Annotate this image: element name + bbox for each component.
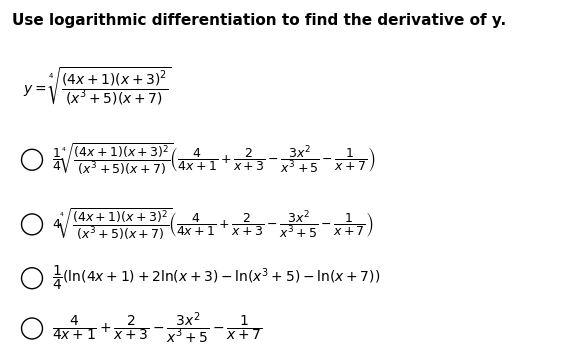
Text: $y = \sqrt[4]{\dfrac{(4x+1)(x+3)^2}{(x^3+5)(x+7)}}$: $y = \sqrt[4]{\dfrac{(4x+1)(x+3)^2}{(x^3… xyxy=(23,66,172,107)
Text: $\dfrac{4}{4x+1}+\dfrac{2}{x+3}-\dfrac{3x^2}{x^3+5}-\dfrac{1}{x+7}$: $\dfrac{4}{4x+1}+\dfrac{2}{x+3}-\dfrac{3… xyxy=(52,311,263,346)
Text: Use logarithmic differentiation to find the derivative of y.: Use logarithmic differentiation to find … xyxy=(12,13,506,28)
Text: $4\sqrt[4]{\dfrac{(4x+1)(x+3)^2}{(x^3+5)(x+7)}}\!\left(\dfrac{4}{4x+1}+\dfrac{2}: $4\sqrt[4]{\dfrac{(4x+1)(x+3)^2}{(x^3+5)… xyxy=(52,207,374,242)
Text: $\dfrac{1}{4}\sqrt[4]{\dfrac{(4x+1)(x+3)^2}{(x^3+5)(x+7)}}\!\left(\dfrac{4}{4x+1: $\dfrac{1}{4}\sqrt[4]{\dfrac{(4x+1)(x+3)… xyxy=(52,142,376,177)
Text: $\dfrac{1}{4}\left(\ln(4x+1)+2\ln(x+3)-\ln(x^3+5)-\ln(x+7)\right)$: $\dfrac{1}{4}\left(\ln(4x+1)+2\ln(x+3)-\… xyxy=(52,264,381,292)
